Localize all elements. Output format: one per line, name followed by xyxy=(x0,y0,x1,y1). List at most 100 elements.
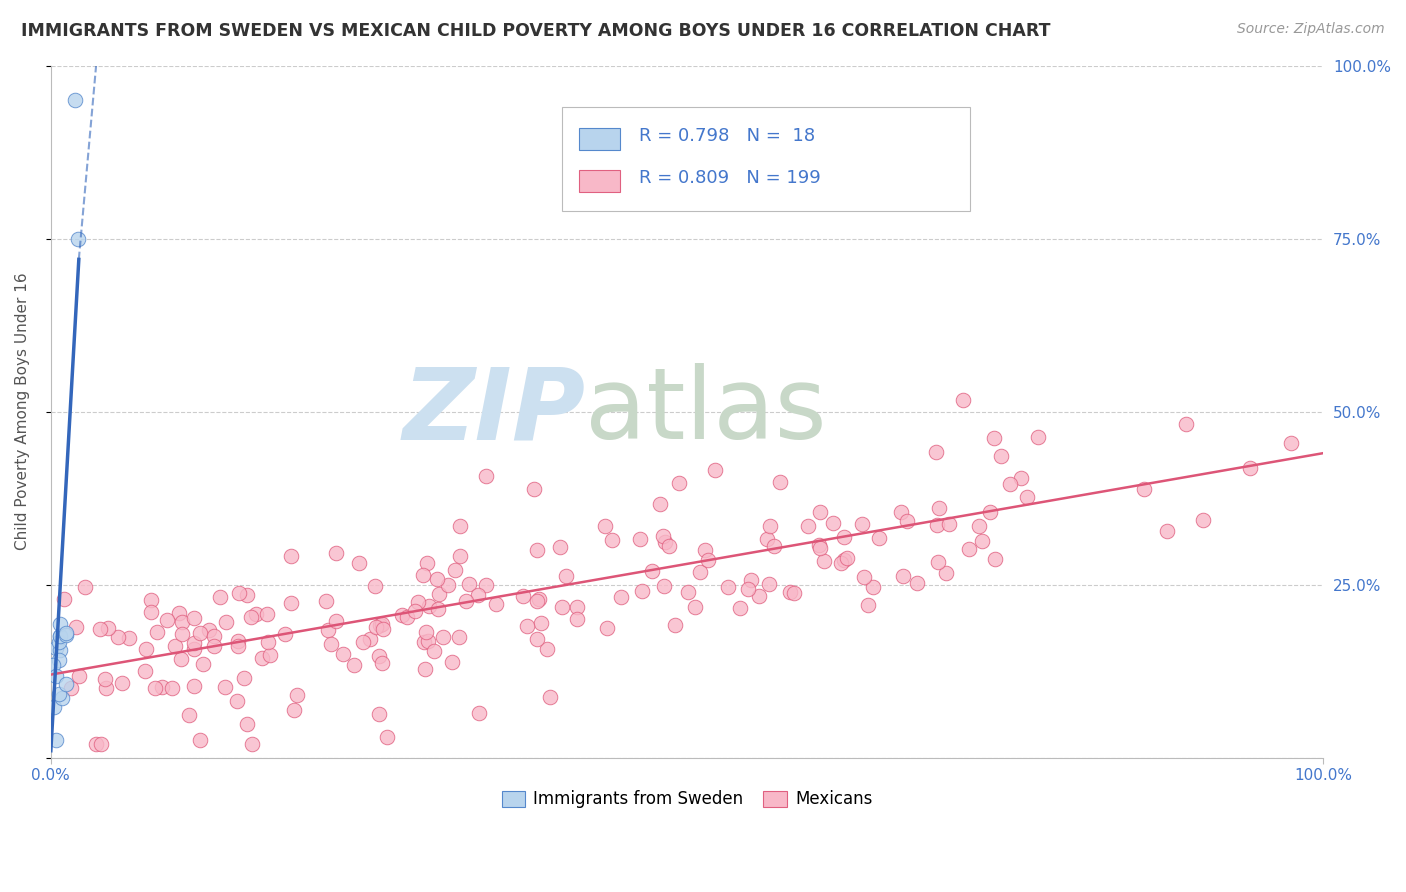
Point xyxy=(225,694,247,708)
Point xyxy=(447,631,470,645)
Point xyxy=(600,533,623,547)
Point xyxy=(717,580,740,594)
Point xyxy=(48,629,70,643)
Point xyxy=(475,578,498,592)
Text: IMMIGRANTS FROM SWEDEN VS MEXICAN CHILD POVERTY AMONG BOYS UNDER 16 CORRELATION : IMMIGRANTS FROM SWEDEN VS MEXICAN CHILD … xyxy=(21,22,1050,40)
Point xyxy=(90,737,112,751)
Point xyxy=(769,475,792,489)
Point xyxy=(172,627,194,641)
Point xyxy=(55,626,77,640)
Point xyxy=(188,626,211,640)
Point xyxy=(676,584,699,599)
Point xyxy=(851,516,873,531)
Point xyxy=(233,671,256,685)
Point xyxy=(654,535,676,549)
Point xyxy=(957,542,980,557)
Point xyxy=(160,681,183,695)
Point xyxy=(325,546,347,560)
Point xyxy=(1192,513,1215,527)
Point xyxy=(325,614,347,628)
Point xyxy=(1174,417,1197,432)
Point xyxy=(55,628,77,642)
Point xyxy=(111,676,134,690)
Point xyxy=(821,516,844,531)
Point xyxy=(413,662,436,676)
Point xyxy=(53,592,76,607)
Point xyxy=(370,616,392,631)
Point xyxy=(924,445,946,459)
Point xyxy=(927,555,949,569)
Point xyxy=(63,93,86,107)
Point xyxy=(779,585,801,599)
Point xyxy=(214,680,236,694)
Point xyxy=(695,543,717,558)
Point xyxy=(48,635,70,649)
Point xyxy=(593,519,616,533)
FancyBboxPatch shape xyxy=(579,169,620,192)
Point xyxy=(412,635,434,649)
Point xyxy=(631,583,654,598)
Point xyxy=(1026,430,1049,444)
Point xyxy=(256,607,278,621)
Point xyxy=(415,625,437,640)
Point xyxy=(967,519,990,533)
Point xyxy=(188,733,211,747)
Point xyxy=(440,655,463,669)
Point xyxy=(226,634,249,648)
Point xyxy=(141,605,163,619)
Point xyxy=(135,642,157,657)
Point xyxy=(150,680,173,694)
Point xyxy=(1010,471,1032,485)
Point xyxy=(856,599,879,613)
Point xyxy=(183,611,205,625)
Point xyxy=(183,679,205,693)
Point xyxy=(983,551,1005,566)
Point xyxy=(245,607,267,621)
Point xyxy=(485,597,508,611)
Point xyxy=(797,519,820,533)
Point xyxy=(141,593,163,607)
Point xyxy=(696,553,718,567)
Point xyxy=(285,688,308,702)
Point xyxy=(474,468,496,483)
Point xyxy=(813,554,835,568)
Point xyxy=(48,629,70,643)
Point xyxy=(530,616,553,631)
Point xyxy=(412,567,434,582)
Point xyxy=(274,627,297,641)
Point xyxy=(55,677,77,691)
Point xyxy=(449,549,471,563)
Point xyxy=(763,539,786,553)
Point xyxy=(555,569,578,583)
Point xyxy=(596,621,619,635)
Point xyxy=(163,639,186,653)
Point xyxy=(97,621,120,635)
Point xyxy=(352,634,374,648)
Point xyxy=(315,594,337,608)
Text: atlas: atlas xyxy=(585,363,827,460)
Point xyxy=(96,681,118,696)
Point xyxy=(830,556,852,570)
Point xyxy=(368,707,391,722)
Point xyxy=(832,553,855,567)
Point xyxy=(404,605,426,619)
Point xyxy=(193,657,215,671)
Point xyxy=(65,619,87,633)
Point xyxy=(332,647,354,661)
Point xyxy=(443,563,465,577)
Point xyxy=(416,634,439,648)
Point xyxy=(118,632,141,646)
Point xyxy=(423,644,446,658)
Point xyxy=(862,580,884,594)
Text: ZIP: ZIP xyxy=(402,363,585,460)
Point xyxy=(927,518,949,533)
Point xyxy=(45,641,67,656)
Point xyxy=(935,566,957,581)
Point xyxy=(156,613,179,627)
Point xyxy=(970,534,993,549)
Point xyxy=(808,505,831,519)
Point xyxy=(938,517,960,532)
Point xyxy=(235,717,257,731)
Point xyxy=(868,532,890,546)
Point xyxy=(170,651,193,665)
